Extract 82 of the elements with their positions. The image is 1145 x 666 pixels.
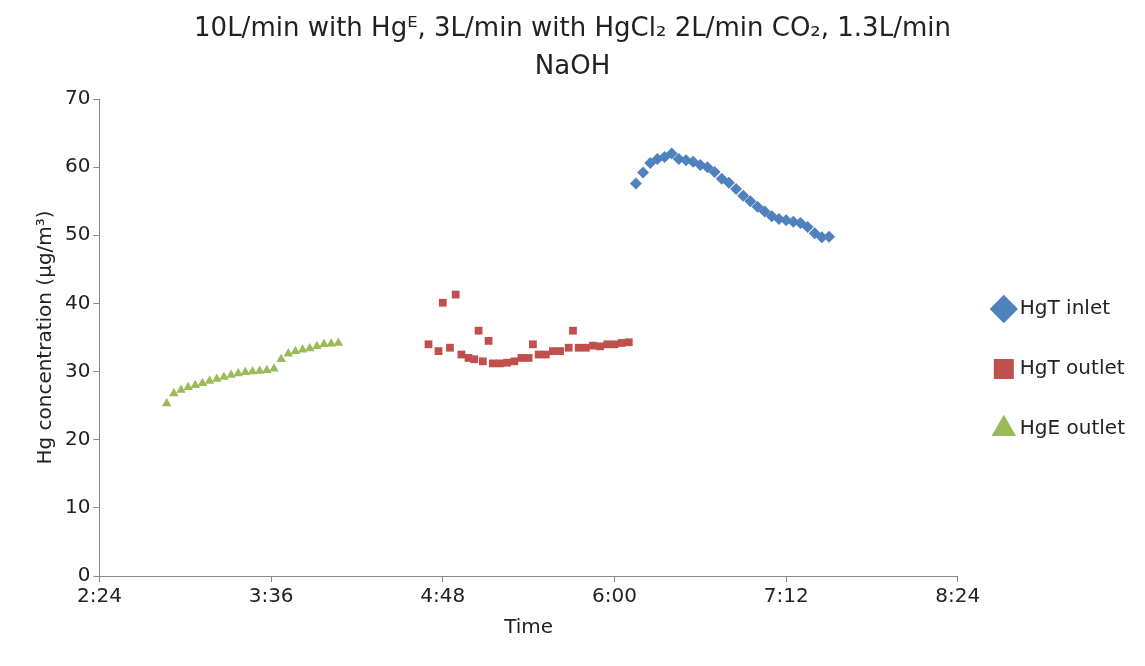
point — [478, 357, 487, 366]
x-tick-label: 7:12 — [763, 583, 809, 608]
y-tick-label: 20 — [65, 425, 91, 450]
point — [197, 377, 208, 386]
y-tick-label: 50 — [65, 221, 91, 246]
point — [226, 369, 236, 378]
y-tick-label: 30 — [65, 357, 91, 382]
point — [617, 339, 626, 347]
point — [269, 363, 279, 372]
point — [801, 221, 814, 234]
x-tick-label: 6:00 — [592, 583, 637, 608]
point — [290, 345, 301, 354]
point — [333, 337, 344, 346]
point — [446, 343, 454, 352]
x-axis-title: Time — [503, 614, 554, 639]
point — [549, 347, 557, 356]
legend-label: HgT outlet — [1019, 355, 1125, 380]
point — [564, 343, 573, 352]
point — [556, 347, 564, 356]
point — [190, 379, 201, 388]
point — [262, 364, 272, 373]
point — [629, 177, 642, 190]
point — [737, 189, 750, 202]
point — [183, 381, 193, 390]
point — [758, 205, 771, 218]
point — [687, 155, 700, 168]
point — [424, 340, 433, 349]
point — [708, 165, 721, 178]
y-tick-label: 60 — [65, 153, 91, 178]
point — [610, 340, 619, 349]
y-axis-title: Hg concentration (µg/m³) — [32, 210, 57, 465]
point — [438, 298, 447, 307]
point — [751, 200, 764, 213]
point — [722, 176, 735, 189]
x-tick-label: 8:24 — [935, 583, 981, 608]
y-tick-label: 40 — [65, 289, 91, 314]
point — [276, 353, 286, 363]
point — [484, 337, 493, 345]
legend-label: HgE outlet — [1019, 415, 1126, 440]
point — [637, 166, 650, 179]
point — [569, 326, 577, 335]
point — [312, 340, 322, 350]
point — [581, 343, 590, 352]
point — [219, 371, 229, 380]
point — [161, 398, 172, 407]
point — [730, 182, 743, 195]
point — [247, 366, 258, 375]
point — [517, 354, 526, 362]
point — [212, 373, 222, 382]
point — [470, 355, 479, 364]
point — [169, 387, 179, 397]
y-tick-label: 10 — [65, 494, 91, 519]
point — [240, 366, 251, 375]
point — [297, 344, 308, 353]
point — [596, 342, 605, 351]
point — [701, 161, 714, 174]
point — [744, 195, 757, 208]
point — [176, 384, 186, 393]
point — [529, 340, 537, 349]
point — [603, 340, 612, 349]
point — [715, 172, 728, 185]
point — [624, 338, 633, 347]
point — [510, 357, 519, 366]
point — [283, 348, 294, 357]
chart-title: 10L/min with Hgᴱ, 3L/min with HgCl₂ 2L/min CO₂, 1.3L/min NaOH — [193, 11, 952, 82]
x-tick-label: 3:36 — [248, 583, 294, 608]
legend-label: HgT inlet — [1019, 295, 1111, 320]
point — [524, 354, 533, 362]
point — [304, 342, 315, 352]
point — [204, 375, 215, 384]
point — [808, 227, 821, 240]
point — [451, 290, 460, 299]
point — [589, 341, 597, 350]
y-tick-label: 70 — [65, 85, 91, 110]
x-tick-label: 4:48 — [420, 583, 466, 608]
point — [434, 347, 443, 356]
point — [503, 358, 512, 367]
point — [474, 326, 483, 335]
point — [574, 343, 583, 352]
point — [644, 157, 657, 170]
point — [319, 338, 329, 348]
point — [665, 147, 678, 160]
